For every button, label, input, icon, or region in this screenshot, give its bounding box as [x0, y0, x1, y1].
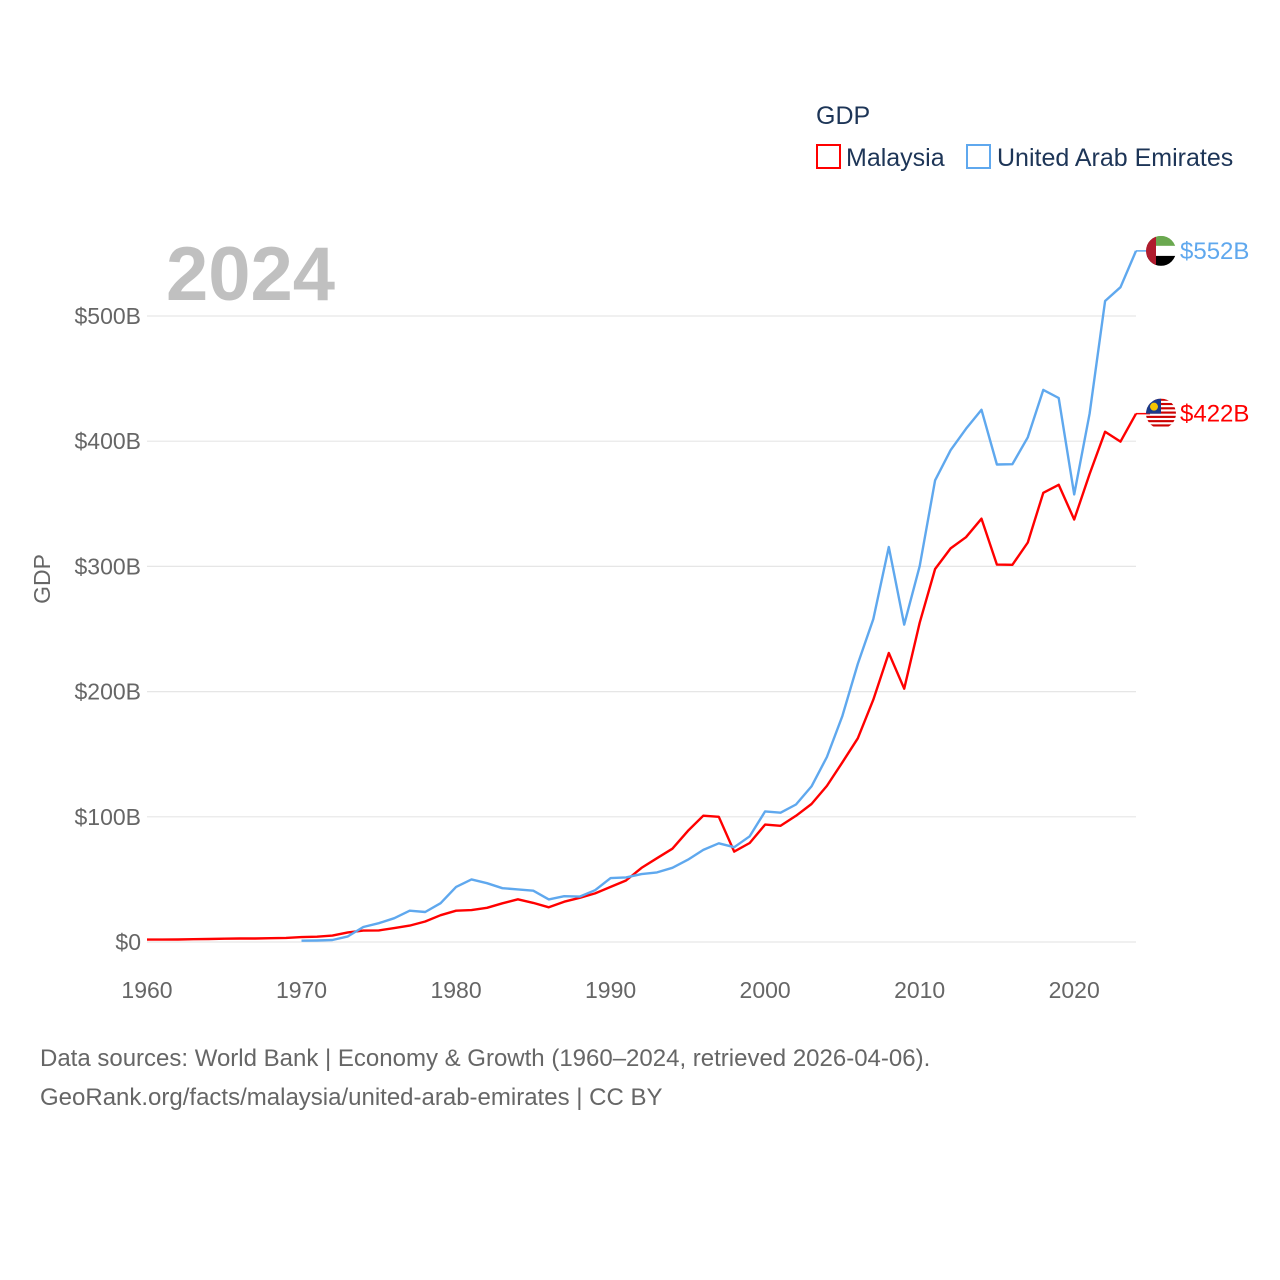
- legend-label-uae: United Arab Emirates: [997, 144, 1233, 172]
- legend-label-malaysia: Malaysia: [846, 144, 945, 172]
- x-tick-label: 2020: [1049, 977, 1100, 1003]
- y-tick-label: $0: [115, 929, 141, 955]
- uae-flag-icon: [1146, 235, 1176, 266]
- y-tick-label: $500B: [74, 303, 141, 329]
- legend-swatch-uae: [966, 144, 991, 169]
- year-watermark: 2024: [166, 232, 335, 317]
- malaysia-flag-icon: [1146, 398, 1176, 427]
- x-tick-label: 1960: [121, 977, 172, 1003]
- footer-credit[interactable]: GeoRank.org/facts/malaysia/united-arab-e…: [40, 1084, 663, 1111]
- end-value-label: $422B: [1180, 401, 1249, 428]
- y-tick-label: $400B: [74, 428, 141, 454]
- legend-swatch-malaysia: [816, 144, 841, 169]
- y-tick-label: $300B: [74, 553, 141, 579]
- x-tick-label: 2000: [740, 977, 791, 1003]
- x-tick-label: 1990: [585, 977, 636, 1003]
- footer-sources: Data sources: World Bank | Economy & Gro…: [40, 1045, 931, 1072]
- x-tick-label: 1970: [276, 977, 327, 1003]
- y-tick-label: $100B: [74, 804, 141, 830]
- series-line-malaysia: [147, 413, 1138, 941]
- y-tick-label: $200B: [74, 679, 141, 705]
- legend-item-malaysia[interactable]: Malaysia: [816, 144, 945, 172]
- legend-title: GDP: [816, 102, 870, 130]
- end-value-label: $552B: [1180, 238, 1249, 265]
- y-axis-label: GDP: [29, 554, 55, 604]
- x-tick-label: 2010: [894, 977, 945, 1003]
- series-line-uae: [301, 250, 1138, 942]
- x-tick-label: 1980: [430, 977, 481, 1003]
- legend-item-uae[interactable]: United Arab Emirates: [966, 144, 1233, 172]
